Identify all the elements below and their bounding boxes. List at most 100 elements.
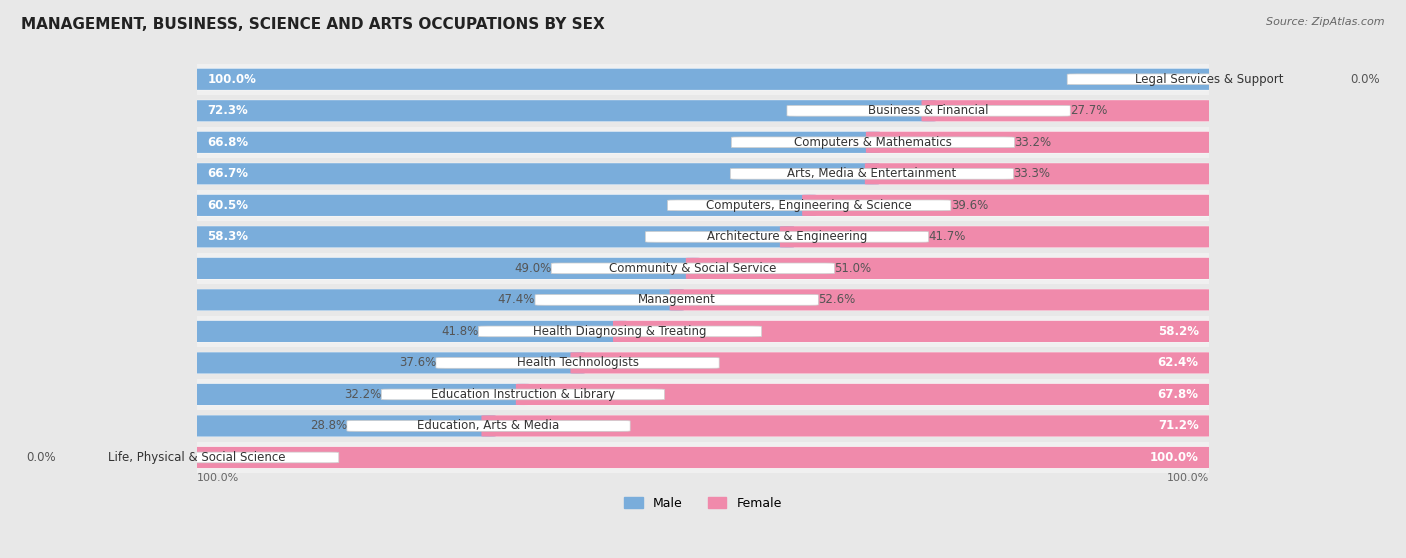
Text: 47.4%: 47.4% bbox=[498, 294, 536, 306]
FancyBboxPatch shape bbox=[193, 131, 1213, 153]
Text: 33.3%: 33.3% bbox=[1014, 167, 1050, 180]
FancyBboxPatch shape bbox=[571, 352, 1213, 373]
FancyBboxPatch shape bbox=[197, 64, 1209, 95]
Text: 66.7%: 66.7% bbox=[207, 167, 249, 180]
Text: 51.0%: 51.0% bbox=[835, 262, 872, 275]
Text: 52.6%: 52.6% bbox=[818, 294, 856, 306]
FancyBboxPatch shape bbox=[193, 69, 1216, 90]
Text: 60.5%: 60.5% bbox=[207, 199, 249, 212]
FancyBboxPatch shape bbox=[669, 289, 1213, 310]
FancyBboxPatch shape bbox=[193, 446, 1213, 468]
FancyBboxPatch shape bbox=[197, 442, 1209, 473]
FancyBboxPatch shape bbox=[197, 253, 1209, 284]
FancyBboxPatch shape bbox=[193, 226, 794, 248]
Text: 62.4%: 62.4% bbox=[1157, 357, 1199, 369]
Text: 27.7%: 27.7% bbox=[1070, 104, 1108, 117]
FancyBboxPatch shape bbox=[481, 415, 1213, 436]
FancyBboxPatch shape bbox=[197, 316, 1209, 347]
Text: Life, Physical & Social Science: Life, Physical & Social Science bbox=[108, 451, 285, 464]
FancyBboxPatch shape bbox=[803, 195, 1213, 216]
Text: 32.2%: 32.2% bbox=[344, 388, 381, 401]
Text: 100.0%: 100.0% bbox=[197, 473, 239, 483]
FancyBboxPatch shape bbox=[193, 100, 1213, 122]
FancyBboxPatch shape bbox=[56, 452, 339, 463]
FancyBboxPatch shape bbox=[197, 347, 1209, 379]
Text: 37.6%: 37.6% bbox=[399, 357, 436, 369]
FancyBboxPatch shape bbox=[1067, 74, 1350, 85]
Text: Computers & Mathematics: Computers & Mathematics bbox=[794, 136, 952, 149]
Text: 33.2%: 33.2% bbox=[1015, 136, 1052, 149]
FancyBboxPatch shape bbox=[193, 258, 700, 279]
FancyBboxPatch shape bbox=[536, 295, 818, 305]
Text: 28.8%: 28.8% bbox=[309, 420, 347, 432]
FancyBboxPatch shape bbox=[193, 163, 1213, 185]
FancyBboxPatch shape bbox=[193, 415, 1213, 437]
FancyBboxPatch shape bbox=[780, 226, 1213, 248]
FancyBboxPatch shape bbox=[193, 68, 1213, 90]
Text: 100.0%: 100.0% bbox=[207, 73, 256, 86]
Text: 41.7%: 41.7% bbox=[928, 230, 966, 243]
FancyBboxPatch shape bbox=[478, 326, 762, 337]
FancyBboxPatch shape bbox=[730, 169, 1014, 179]
FancyBboxPatch shape bbox=[686, 258, 1213, 279]
FancyBboxPatch shape bbox=[668, 200, 950, 211]
Text: Arts, Media & Entertainment: Arts, Media & Entertainment bbox=[787, 167, 956, 180]
Text: 0.0%: 0.0% bbox=[25, 451, 56, 464]
Text: Management: Management bbox=[638, 294, 716, 306]
FancyBboxPatch shape bbox=[436, 358, 720, 368]
FancyBboxPatch shape bbox=[193, 100, 935, 122]
FancyBboxPatch shape bbox=[787, 105, 1070, 116]
Text: 67.8%: 67.8% bbox=[1157, 388, 1199, 401]
Text: Health Diagnosing & Treating: Health Diagnosing & Treating bbox=[533, 325, 707, 338]
Text: Health Technologists: Health Technologists bbox=[516, 357, 638, 369]
Text: 49.0%: 49.0% bbox=[515, 262, 551, 275]
FancyBboxPatch shape bbox=[193, 352, 585, 373]
Text: Education, Arts & Media: Education, Arts & Media bbox=[418, 420, 560, 432]
FancyBboxPatch shape bbox=[347, 421, 630, 431]
FancyBboxPatch shape bbox=[193, 384, 530, 405]
FancyBboxPatch shape bbox=[921, 100, 1213, 122]
Text: Architecture & Engineering: Architecture & Engineering bbox=[707, 230, 868, 243]
FancyBboxPatch shape bbox=[197, 284, 1209, 316]
FancyBboxPatch shape bbox=[193, 163, 879, 185]
FancyBboxPatch shape bbox=[193, 194, 1213, 217]
FancyBboxPatch shape bbox=[193, 289, 1213, 311]
FancyBboxPatch shape bbox=[197, 190, 1209, 221]
FancyBboxPatch shape bbox=[197, 127, 1209, 158]
FancyBboxPatch shape bbox=[193, 257, 1213, 280]
FancyBboxPatch shape bbox=[193, 132, 880, 153]
FancyBboxPatch shape bbox=[193, 321, 627, 342]
Text: Source: ZipAtlas.com: Source: ZipAtlas.com bbox=[1267, 17, 1385, 27]
Text: 0.0%: 0.0% bbox=[1350, 73, 1381, 86]
FancyBboxPatch shape bbox=[865, 163, 1213, 185]
Text: 58.2%: 58.2% bbox=[1157, 325, 1199, 338]
FancyBboxPatch shape bbox=[731, 137, 1015, 148]
FancyBboxPatch shape bbox=[193, 415, 495, 436]
Text: 66.8%: 66.8% bbox=[207, 136, 249, 149]
FancyBboxPatch shape bbox=[551, 263, 835, 274]
Text: Education Instruction & Library: Education Instruction & Library bbox=[430, 388, 614, 401]
FancyBboxPatch shape bbox=[866, 132, 1213, 153]
FancyBboxPatch shape bbox=[190, 447, 1213, 468]
FancyBboxPatch shape bbox=[613, 321, 1213, 342]
FancyBboxPatch shape bbox=[197, 379, 1209, 410]
FancyBboxPatch shape bbox=[193, 195, 817, 216]
Text: MANAGEMENT, BUSINESS, SCIENCE AND ARTS OCCUPATIONS BY SEX: MANAGEMENT, BUSINESS, SCIENCE AND ARTS O… bbox=[21, 17, 605, 32]
FancyBboxPatch shape bbox=[197, 221, 1209, 253]
FancyBboxPatch shape bbox=[645, 232, 928, 242]
FancyBboxPatch shape bbox=[516, 384, 1213, 405]
FancyBboxPatch shape bbox=[197, 410, 1209, 442]
FancyBboxPatch shape bbox=[197, 95, 1209, 127]
Text: Business & Financial: Business & Financial bbox=[869, 104, 988, 117]
Text: 100.0%: 100.0% bbox=[1167, 473, 1209, 483]
Legend: Male, Female: Male, Female bbox=[619, 492, 787, 515]
FancyBboxPatch shape bbox=[381, 389, 665, 400]
FancyBboxPatch shape bbox=[193, 383, 1213, 406]
Text: 72.3%: 72.3% bbox=[207, 104, 247, 117]
Text: Community & Social Service: Community & Social Service bbox=[609, 262, 776, 275]
FancyBboxPatch shape bbox=[193, 352, 1213, 374]
Text: 39.6%: 39.6% bbox=[950, 199, 988, 212]
Text: 58.3%: 58.3% bbox=[207, 230, 249, 243]
Text: 41.8%: 41.8% bbox=[441, 325, 478, 338]
FancyBboxPatch shape bbox=[193, 289, 683, 310]
